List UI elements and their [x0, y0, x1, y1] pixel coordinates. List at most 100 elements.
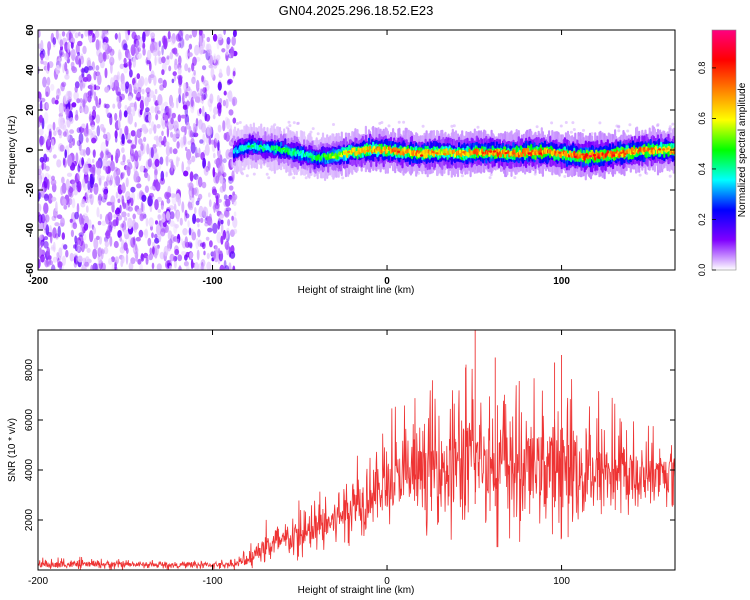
spectrogram-noise-cell	[202, 87, 207, 93]
spectrogram-noise-cell	[78, 58, 82, 68]
spectrogram-noise-cell	[104, 148, 109, 161]
spectrogram-noise-cell	[98, 98, 102, 105]
spectrogram-noise-cell	[212, 205, 217, 210]
spectrogram-noise-cell	[98, 200, 102, 206]
spectrogram-noise-cell	[59, 144, 65, 152]
spectrogram-noise-cell	[296, 121, 300, 125]
spectrogram-signal-cell	[290, 151, 293, 157]
spectrogram-noise-cell	[387, 124, 391, 128]
spectrogram-noise-cell	[226, 36, 231, 45]
spectrogram-noise-cell	[119, 204, 122, 214]
spectrogram-noise-cell	[217, 107, 222, 117]
spectrogram-noise-cell	[224, 209, 230, 218]
spectrogram-peak-cell	[504, 151, 508, 155]
spectrogram-noise-cell	[110, 52, 114, 63]
spectrogram-noise-cell	[146, 91, 151, 98]
spectrogram-noise-cell	[617, 124, 621, 128]
spectrogram-noise-cell	[229, 229, 235, 237]
spectrogram-noise-cell	[190, 260, 194, 269]
spectrogram-noise-cell	[217, 33, 223, 41]
spectrogram-noise-cell	[80, 222, 85, 235]
spectrogram-noise-cell	[166, 198, 171, 204]
spectrogram-noise-cell	[63, 204, 68, 210]
spectrogram-noise-cell	[38, 237, 41, 249]
spectrogram-noise-cell	[89, 230, 94, 243]
spectrogram-noise-cell	[193, 173, 199, 180]
spectrogram-noise-cell	[161, 45, 164, 56]
spectrogram-noise-cell	[104, 103, 110, 109]
spectrogram-noise-cell	[134, 121, 137, 128]
spectrogram-noise-cell	[133, 223, 138, 233]
snr-y-axis-label: SNR (10 * v/v)	[7, 418, 18, 482]
spectrogram-noise-cell	[128, 234, 132, 246]
spectrogram-noise-cell	[232, 265, 236, 270]
spectrogram-noise-cell	[133, 150, 139, 162]
spectrogram-noise-cell	[227, 219, 231, 227]
spectrogram-noise-cell	[226, 227, 230, 235]
spectrogram-noise-cell	[97, 256, 103, 264]
spectrogram-peak-cell	[347, 150, 351, 154]
x-tick-label: 100	[553, 276, 570, 287]
spectrogram-noise-cell	[163, 35, 166, 47]
spectrogram-noise-cell	[46, 179, 50, 190]
spectrogram-noise-cell	[119, 236, 122, 242]
spectrogram-noise-cell	[100, 175, 105, 181]
spectrogram-noise-cell	[90, 87, 94, 96]
spectrogram-noise-cell	[559, 124, 563, 128]
spectrogram-noise-cell	[47, 47, 50, 57]
spectrogram-noise-cell	[159, 177, 165, 185]
spectrogram-noise-cell	[114, 209, 119, 215]
spectrogram-noise-cell	[163, 101, 168, 107]
spectrogram-noise-cell	[212, 167, 216, 178]
spectrogram-noise-cell	[626, 129, 630, 133]
spectrogram-noise-cell	[214, 159, 220, 165]
spectrogram-noise-cell	[170, 131, 173, 138]
spectrogram-noise-cell	[201, 75, 205, 83]
spectrogram-noise-cell	[154, 55, 157, 66]
spectrogram-noise-cell	[217, 124, 222, 133]
spectrogram-noise-cell	[102, 133, 108, 139]
spectrogram-peak-cell	[462, 151, 466, 154]
spectrogram-peak-cell	[258, 144, 262, 148]
spectrogram-noise-cell	[241, 172, 244, 176]
spectrogram-noise-cell	[450, 124, 454, 128]
spectrogram-noise-cell	[181, 251, 187, 256]
spectrogram-noise-cell	[170, 234, 175, 244]
spectrogram-noise-cell	[100, 150, 104, 160]
spectrogram-noise-cell	[44, 133, 47, 144]
spectrogram-noise-cell	[150, 185, 156, 190]
spectrogram-noise-cell	[172, 148, 178, 155]
spectrogram-noise-cell	[191, 62, 195, 72]
spectrogram-noise-cell	[245, 174, 249, 178]
spectrogram-noise-cell	[199, 108, 202, 114]
spectrogram-noise-cell	[191, 30, 198, 38]
spectrogram-noise-cell	[69, 252, 74, 262]
spectrogram-noise-cell	[196, 249, 200, 261]
spectrogram-noise-cell	[128, 112, 133, 125]
spectrogram-noise-cell	[148, 253, 154, 261]
spectrogram-noise-cell	[88, 219, 92, 229]
spectrogram-noise-cell	[110, 154, 114, 162]
spectrogram-noise-cell	[213, 55, 216, 64]
spectrogram-noise-cell	[52, 121, 56, 131]
spectrogram-noise-cell	[198, 30, 203, 36]
spectrogram-noise-cell	[232, 191, 235, 196]
spectrogram-signal-cell	[496, 151, 499, 157]
spectrogram-noise-cell	[92, 262, 98, 270]
spectrogram-noise-cell	[265, 172, 269, 176]
snr-panel: -200 -100 0 100 2000 4000 6000 8000 Height of …	[7, 329, 676, 596]
spectrogram-noise-cell	[127, 217, 133, 230]
spectrogram-noise-cell	[96, 235, 100, 241]
spectrogram-noise-cell	[397, 120, 401, 124]
spectrogram-noise-cell	[206, 36, 211, 43]
spectrogram-noise-cell	[191, 187, 195, 199]
spectrogram-noise-cell	[216, 38, 220, 50]
spectrogram-noise-cell	[157, 94, 163, 106]
spectrogram-noise-cell	[170, 101, 175, 109]
spectrogram-peak-cell	[308, 155, 312, 158]
spectrogram-noise-cell	[150, 106, 156, 114]
spectrogram-noise-cell	[146, 49, 152, 61]
spectrogram-noise-cell	[120, 223, 125, 229]
spectrogram-noise-cell	[174, 248, 180, 256]
spectrogram-noise-cell	[98, 52, 104, 64]
